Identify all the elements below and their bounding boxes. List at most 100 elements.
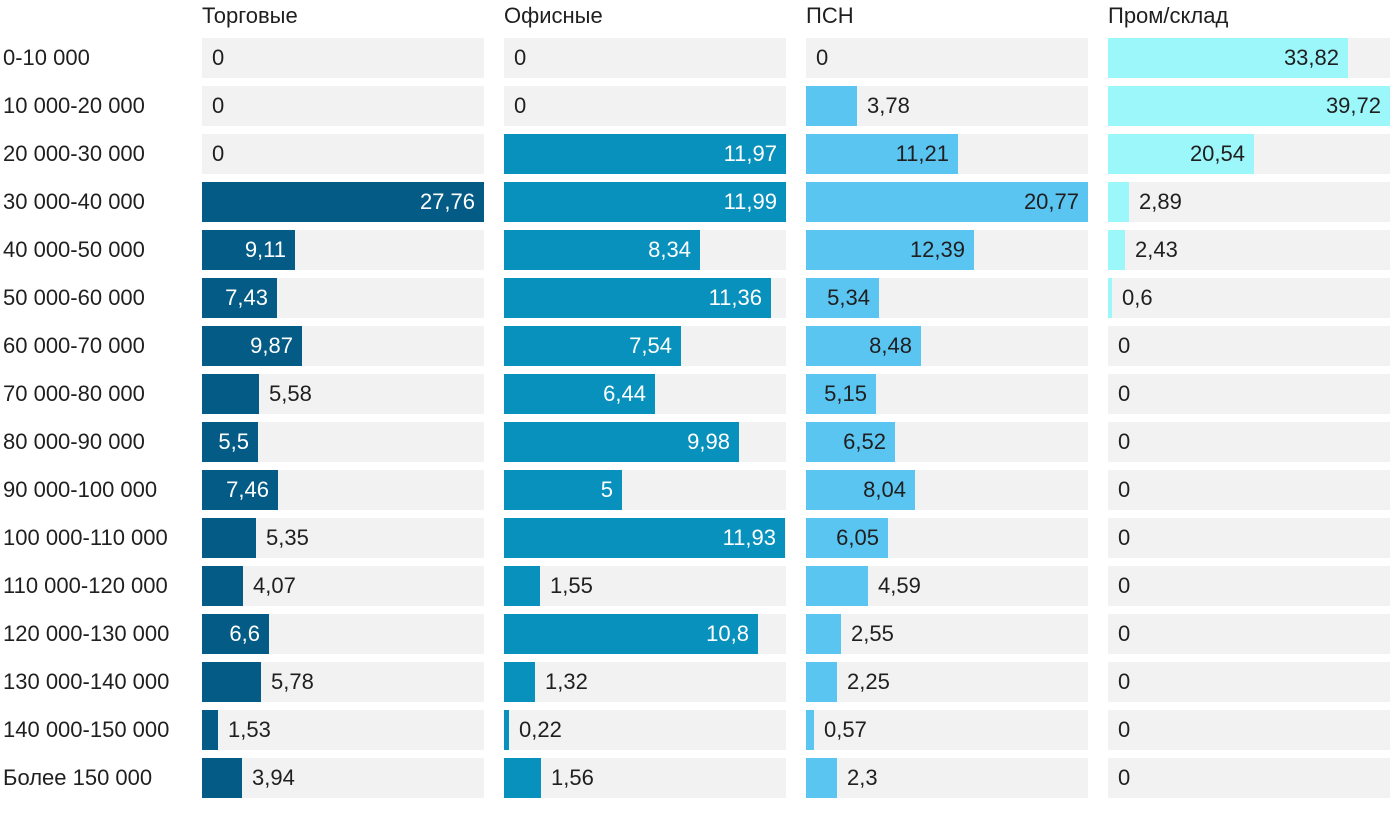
bar	[806, 566, 868, 606]
row-label: Более 150 000	[3, 765, 153, 790]
data-label: 8,04	[863, 477, 906, 502]
data-label: 0	[1118, 525, 1131, 550]
bar-track	[1108, 230, 1390, 270]
bar	[806, 134, 958, 174]
row-label: 40 000-50 000	[3, 237, 145, 262]
data-label: 7,46	[226, 477, 269, 502]
bar	[806, 422, 895, 462]
bar	[806, 470, 915, 510]
row-label: 60 000-70 000	[3, 333, 145, 358]
data-label: 1,32	[545, 669, 588, 694]
data-label: 0	[1118, 429, 1131, 454]
bar	[1108, 230, 1125, 270]
bar	[806, 278, 879, 318]
bar	[806, 758, 837, 798]
bar	[1108, 86, 1390, 126]
bar	[504, 614, 758, 654]
bar-track	[806, 614, 1088, 654]
data-label: 0	[1118, 381, 1131, 406]
data-label: 11,36	[708, 285, 762, 310]
data-label: 5,5	[218, 429, 249, 454]
bar-track	[1108, 422, 1390, 462]
bar	[202, 278, 277, 318]
data-label: 0	[212, 45, 225, 70]
bar-track	[504, 86, 786, 126]
data-label: 20,77	[1023, 189, 1079, 214]
column-title: Торговые	[202, 3, 298, 28]
bar-track	[202, 86, 484, 126]
bar	[202, 326, 302, 366]
data-label: 0	[514, 93, 527, 118]
row-label: 100 000-110 000	[3, 525, 168, 550]
bar	[806, 326, 921, 366]
bar-track	[1108, 278, 1390, 318]
bar	[1108, 182, 1129, 222]
data-label: 10,8	[706, 621, 749, 646]
data-label: 0	[1118, 621, 1131, 646]
data-label: 5,58	[269, 381, 312, 406]
data-label: 11,99	[723, 189, 777, 214]
bar-track	[806, 38, 1088, 78]
data-label: 6,05	[836, 525, 879, 550]
bar-track	[202, 710, 484, 750]
bar	[504, 278, 771, 318]
bar	[1108, 38, 1348, 78]
bar	[504, 134, 786, 174]
data-label: 2,55	[851, 621, 894, 646]
bar	[806, 86, 857, 126]
data-label: 4,07	[253, 573, 296, 598]
data-label: 1,56	[551, 765, 594, 790]
bar	[806, 710, 814, 750]
bar	[806, 374, 876, 414]
bar-track	[504, 662, 786, 702]
bar	[504, 326, 681, 366]
bar	[202, 518, 256, 558]
bar	[806, 518, 888, 558]
data-label: 11,21	[895, 141, 949, 166]
data-label: 0	[212, 141, 225, 166]
bar	[202, 374, 259, 414]
data-label: 0	[816, 45, 829, 70]
data-label: 0	[1118, 669, 1131, 694]
column-title: Пром/склад	[1108, 3, 1229, 28]
bar-track	[806, 662, 1088, 702]
data-label: 0	[212, 93, 225, 118]
bar	[504, 374, 655, 414]
row-label: 10 000-20 000	[3, 93, 145, 118]
data-label: 2,43	[1135, 237, 1178, 262]
data-label: 0,6	[1122, 285, 1153, 310]
bar	[1108, 278, 1112, 318]
data-label: 0	[514, 45, 527, 70]
bar-track	[806, 758, 1088, 798]
bar	[202, 422, 258, 462]
bar-track	[1108, 374, 1390, 414]
data-label: 0,22	[519, 717, 562, 742]
column-title: ПСН	[806, 3, 854, 28]
data-label: 0	[1118, 477, 1131, 502]
bar	[202, 614, 269, 654]
data-label: 7,54	[629, 333, 672, 358]
bar	[504, 518, 785, 558]
data-label: 1,55	[550, 573, 593, 598]
bar	[504, 566, 540, 606]
data-label: 12,39	[909, 237, 965, 262]
bar-track	[1108, 614, 1390, 654]
bar	[806, 182, 1088, 222]
data-label: 0	[1118, 573, 1131, 598]
bar	[202, 230, 295, 270]
bar	[202, 182, 484, 222]
data-label: 27,76	[419, 189, 475, 214]
data-label: 5,35	[266, 525, 309, 550]
data-label: 6,52	[843, 429, 886, 454]
bar-track	[1108, 710, 1390, 750]
bar-track	[202, 758, 484, 798]
bar	[504, 758, 541, 798]
bar	[806, 614, 841, 654]
row-label: 0-10 000	[3, 45, 90, 70]
bar	[202, 566, 243, 606]
data-label: 11,97	[723, 141, 777, 166]
bar	[504, 230, 700, 270]
row-label: 110 000-120 000	[3, 573, 168, 598]
data-label: 0	[1118, 765, 1131, 790]
data-label: 8,48	[869, 333, 912, 358]
